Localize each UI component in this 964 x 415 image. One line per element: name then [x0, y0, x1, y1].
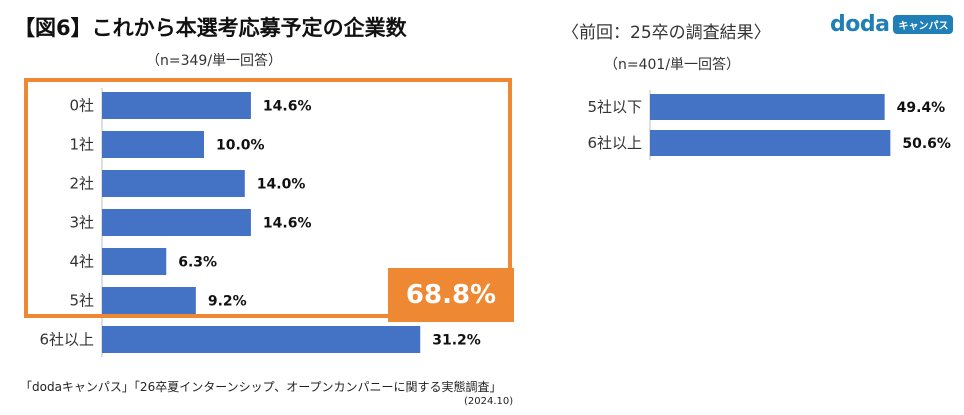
chart-0-value-label-2: 14.0%	[257, 177, 306, 193]
highlight-frame	[24, 78, 512, 318]
survey-date: (2024.10)	[464, 396, 514, 407]
chart-1-bar-1	[650, 130, 891, 156]
chart-0-category-label-1: 1社	[69, 136, 94, 154]
chart-0-category-label-3: 3社	[69, 214, 94, 232]
chart-0-category-label-0: 0社	[69, 97, 94, 115]
logo-text: doda	[830, 12, 890, 37]
chart-0-bar-6	[102, 326, 421, 353]
previous-sample-note: （n=401/単一回答）	[604, 57, 741, 73]
chart-0-bar-3	[102, 209, 251, 236]
highlight-total-badge: 68.8%	[388, 268, 514, 322]
chart-0-value-label-0: 14.6%	[263, 99, 312, 115]
chart-1-value-label-0: 49.4%	[897, 100, 946, 116]
sample-note: （n=349/単一回答）	[146, 53, 283, 69]
main-chart-group: 0社 14.6% 1社 10.0% 2社 14.0% 3社 14.6% 4社 6.3% 5社 9.2%…	[39, 88, 481, 357]
doda-campus-logo: doda キャンパス	[830, 12, 954, 37]
chart-0-bar-5	[102, 287, 196, 314]
source-note: 「dodaキャンパス」「26卒夏インターンシップ、オープンカンパニーに関する実態…	[20, 380, 502, 394]
chart-0-value-label-5: 9.2%	[208, 294, 247, 310]
chart-1-category-label-1: 6社以上	[587, 134, 642, 152]
previous-chart-group: 5社以下 49.4% 6社以上 50.6%	[587, 90, 951, 160]
chart-1-category-label-0: 5社以下	[587, 98, 642, 116]
chart-0-bar-2	[102, 170, 245, 197]
chart-0-value-label-4: 6.3%	[178, 255, 217, 271]
chart-0-bar-1	[102, 131, 204, 158]
chart-0-category-label-2: 2社	[69, 175, 94, 193]
chart-1-bar-0	[650, 94, 885, 120]
chart-0-value-label-6: 31.2%	[432, 333, 481, 349]
logo-badge: キャンパス	[893, 15, 954, 34]
chart-0-category-label-6: 6社以上	[39, 331, 94, 349]
chart-1-value-label-1: 50.6%	[902, 136, 951, 152]
chart-0-category-label-5: 5社	[69, 292, 94, 310]
chart-0-value-label-1: 10.0%	[216, 138, 265, 154]
previous-title: 〈前回：25卒の調査結果〉	[562, 23, 771, 43]
chart-0-bar-0	[102, 92, 251, 119]
chart-0-category-label-4: 4社	[69, 253, 94, 271]
chart-title: 【図6】これから本選考応募予定の企業数	[14, 16, 407, 40]
chart-0-value-label-3: 14.6%	[263, 216, 312, 232]
chart-0-bar-4	[102, 248, 167, 275]
